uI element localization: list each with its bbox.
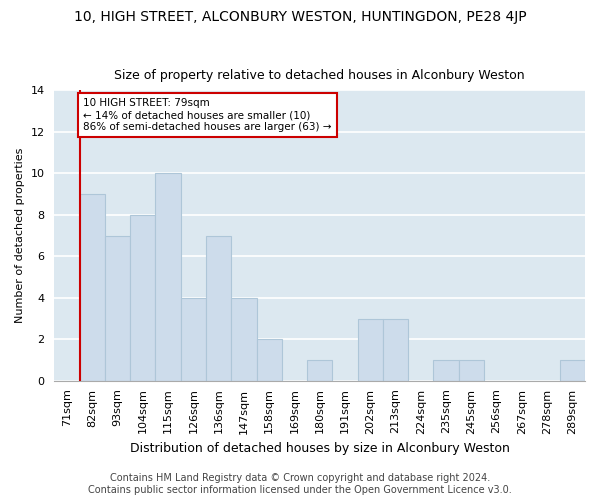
Bar <box>257 340 282 381</box>
Bar <box>307 360 332 381</box>
Bar <box>181 298 206 381</box>
Bar <box>560 360 585 381</box>
Text: Contains HM Land Registry data © Crown copyright and database right 2024.
Contai: Contains HM Land Registry data © Crown c… <box>88 474 512 495</box>
Bar <box>155 173 181 381</box>
Text: 10, HIGH STREET, ALCONBURY WESTON, HUNTINGDON, PE28 4JP: 10, HIGH STREET, ALCONBURY WESTON, HUNTI… <box>74 10 526 24</box>
X-axis label: Distribution of detached houses by size in Alconbury Weston: Distribution of detached houses by size … <box>130 442 509 455</box>
Text: 10 HIGH STREET: 79sqm
← 14% of detached houses are smaller (10)
86% of semi-deta: 10 HIGH STREET: 79sqm ← 14% of detached … <box>83 98 332 132</box>
Bar <box>383 318 408 381</box>
Y-axis label: Number of detached properties: Number of detached properties <box>15 148 25 323</box>
Bar <box>130 214 155 381</box>
Title: Size of property relative to detached houses in Alconbury Weston: Size of property relative to detached ho… <box>115 69 525 82</box>
Bar <box>458 360 484 381</box>
Bar <box>105 236 130 381</box>
Bar <box>206 236 231 381</box>
Bar <box>80 194 105 381</box>
Bar <box>231 298 257 381</box>
Bar <box>358 318 383 381</box>
Bar <box>433 360 458 381</box>
